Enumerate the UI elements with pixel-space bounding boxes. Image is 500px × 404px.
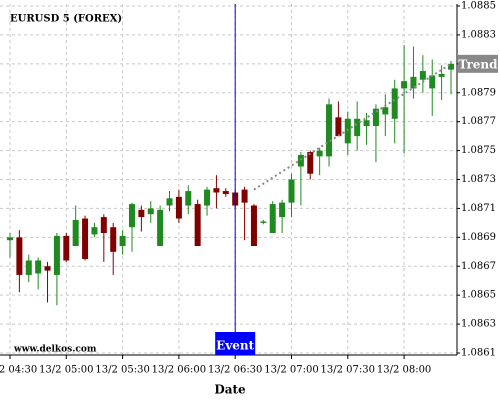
candle-body [335, 117, 342, 137]
y-tick-label: 1.0869 [461, 232, 496, 243]
candle-body [53, 235, 60, 275]
candle-body [175, 196, 182, 219]
candle-body [419, 71, 426, 80]
y-tick-label: 1.0871 [461, 203, 496, 214]
candle-body [448, 63, 454, 70]
x-axis-label: Date [214, 383, 246, 397]
y-tick-label: 1.0875 [461, 145, 496, 156]
y-tick-label: 1.0877 [461, 116, 496, 127]
candle-body [429, 75, 436, 89]
x-tick-label: 13/2 06:30 [208, 365, 262, 376]
candle-body [35, 260, 42, 274]
candle-body [438, 73, 445, 77]
candle-body [222, 191, 229, 194]
trend-label: Trend [458, 57, 498, 71]
candle-body [82, 218, 89, 260]
candle-body [25, 260, 32, 275]
candle-body [157, 209, 164, 247]
watermark: www.delkos.com [13, 345, 97, 355]
candle-body [354, 118, 361, 137]
candle-body [269, 204, 276, 233]
candle-body [72, 219, 79, 247]
candle-body [110, 227, 117, 252]
candle-body [363, 120, 370, 127]
candle-body [288, 179, 295, 203]
candle-body [63, 235, 70, 261]
candle-body [391, 88, 398, 119]
candle-body [241, 189, 248, 203]
y-tick-label: 1.0865 [461, 290, 496, 301]
x-tick-label: 13/2 08:00 [377, 365, 431, 376]
candle-body [316, 150, 323, 157]
candle-body [91, 227, 98, 235]
candle-body [260, 221, 267, 223]
candle-body [147, 208, 154, 215]
candle-body [119, 235, 126, 247]
candle-body [382, 107, 389, 115]
candle-body [401, 81, 408, 89]
x-tick-label: 13/2 06:00 [152, 365, 206, 376]
x-tick-label: 13/2 07:30 [321, 365, 375, 376]
candle-body [138, 209, 145, 218]
candle-body [128, 204, 135, 228]
candle-body [44, 266, 51, 271]
x-tick-label: 13/2 05:00 [39, 365, 93, 376]
x-tick-label: 13/2 07:00 [264, 365, 318, 376]
x-tick-label: 13/2 05:30 [95, 365, 149, 376]
y-tick-label: 1.0861 [461, 348, 496, 359]
trend-line [253, 62, 452, 191]
candle-body [279, 202, 286, 218]
y-tick-label: 1.0883 [461, 29, 496, 40]
y-tick-label: 1.0879 [461, 87, 496, 98]
candle-body [250, 205, 257, 247]
candle-body [7, 237, 13, 241]
candle-body [185, 191, 192, 206]
trend-label-box [458, 54, 498, 73]
chart-title: EURUSD 5 (FOREX) [10, 14, 122, 25]
candle-body [326, 104, 333, 157]
event-label-box [215, 332, 256, 355]
y-tick-label: 1.0863 [461, 319, 496, 330]
candle-body [213, 188, 220, 193]
candles [7, 45, 454, 306]
x-tick-label: 13/2 04:30 [0, 365, 37, 376]
y-tick-label: 1.0873 [461, 174, 496, 185]
candle-body [100, 217, 107, 233]
y-tick-label: 1.0867 [461, 261, 496, 272]
candle-body [166, 198, 173, 206]
candle-body [410, 76, 417, 89]
event-label: Event [216, 339, 254, 353]
candle-body [307, 152, 314, 174]
y-tick-label: 1.0885 [461, 1, 496, 12]
candle-body [344, 118, 351, 144]
candle-body [372, 108, 379, 127]
candle-body [204, 189, 211, 206]
candle-body [16, 237, 23, 275]
candle-body [194, 204, 201, 247]
